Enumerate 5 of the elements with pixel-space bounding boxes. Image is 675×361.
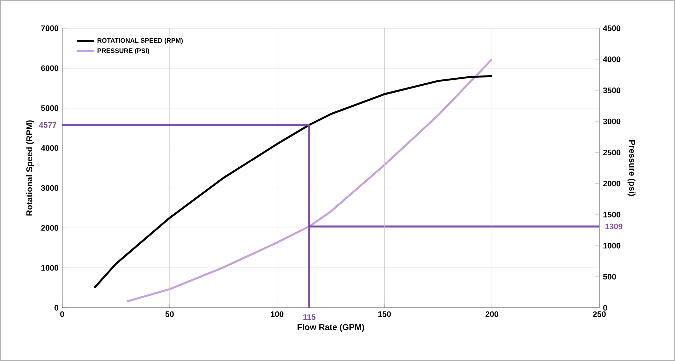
x-axis-title: Flow Rate (GPM) bbox=[298, 324, 364, 332]
y-axis-title: Rotational Speed (RPM) bbox=[26, 120, 34, 216]
line-series bbox=[94, 75, 494, 289]
line-series bbox=[126, 58, 494, 303]
y2-axis-title: Pressure (psi) bbox=[628, 140, 636, 196]
